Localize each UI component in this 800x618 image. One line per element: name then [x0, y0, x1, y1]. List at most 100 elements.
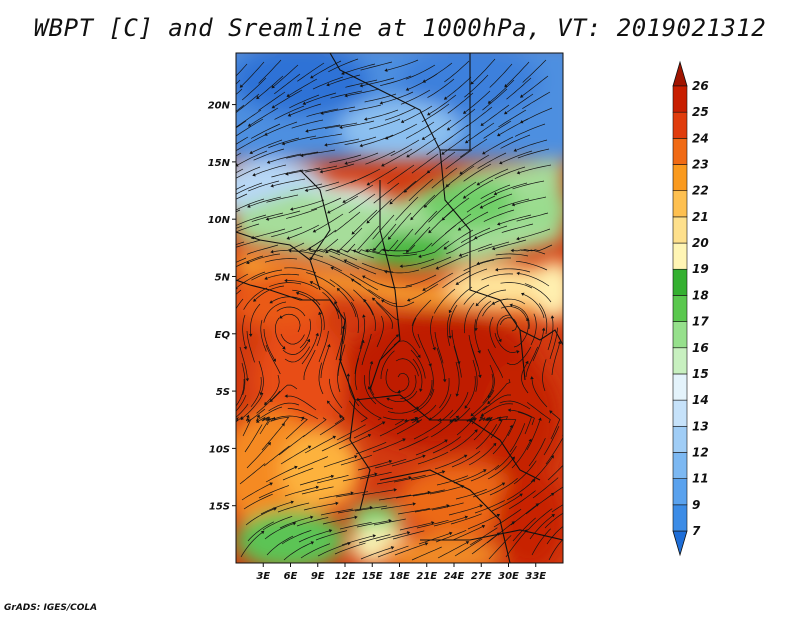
colorbar-bottom-arrow — [672, 530, 688, 557]
streamline — [521, 244, 553, 252]
streamline — [515, 260, 548, 271]
country-borders — [236, 53, 563, 563]
streamline-arrow — [511, 202, 515, 207]
streamline — [281, 313, 301, 333]
colorbar-swatch — [672, 321, 688, 349]
streamline-arrow — [550, 492, 555, 496]
streamline — [246, 330, 255, 363]
streamline — [446, 313, 451, 346]
streamline — [240, 532, 263, 558]
streamline — [316, 314, 323, 347]
streamline — [346, 260, 377, 275]
streamline-arrow — [483, 469, 487, 473]
streamline-arrow — [419, 388, 423, 392]
streamline — [527, 508, 553, 531]
streamline-arrow — [567, 532, 570, 535]
streamline — [299, 318, 311, 349]
streamline — [280, 446, 309, 465]
streamline — [361, 333, 372, 366]
streamline-arrow — [239, 84, 244, 88]
streamline-arrow — [445, 183, 449, 187]
streamline-arrow — [218, 153, 222, 156]
lon-tick-label: 9E — [311, 571, 325, 582]
streamline-arrow — [528, 438, 532, 443]
streamline — [384, 253, 418, 257]
streamline — [403, 105, 433, 122]
streamline — [268, 137, 300, 149]
streamline-arrow — [245, 378, 250, 382]
streamline — [493, 508, 522, 528]
streamline — [431, 167, 458, 189]
streamline-arrow — [310, 515, 314, 520]
colorbar: 7 9 11 12 13 14 15 16 17 18 19 20 21 22 23 24 25 26 — [672, 60, 709, 557]
streamline — [310, 249, 341, 256]
streamline — [243, 287, 268, 310]
streamline — [335, 491, 369, 498]
streamline-arrow — [406, 531, 411, 535]
streamline-arrow — [220, 315, 223, 318]
colorbar-swatch — [672, 268, 688, 296]
streamline — [236, 273, 249, 282]
streamline — [373, 182, 400, 204]
colorbar-label: 11 — [692, 472, 709, 486]
colorbar-label: 21 — [692, 210, 709, 224]
streamline-arrow — [516, 271, 520, 276]
streamline-arrow — [290, 500, 294, 504]
streamline-arrow — [359, 143, 363, 148]
streamline-arrow — [406, 154, 410, 158]
streamline-arrow — [480, 122, 484, 126]
colorbar-swatch — [672, 452, 688, 479]
streamline — [253, 228, 286, 238]
colorbar-label: 22 — [692, 184, 709, 198]
streamline — [248, 180, 280, 192]
streamline — [359, 317, 366, 350]
streamline — [519, 164, 552, 173]
streamline-arrow — [273, 507, 277, 511]
streamline — [347, 88, 380, 97]
streamline — [524, 283, 552, 303]
streamline — [320, 508, 353, 516]
streamline — [476, 225, 508, 238]
streamline — [236, 109, 262, 128]
streamline — [455, 488, 487, 500]
streamline-arrow — [372, 534, 376, 538]
streamline — [436, 347, 446, 380]
streamline — [274, 105, 305, 120]
streamline — [415, 440, 446, 456]
streamline — [405, 169, 432, 191]
streamline-arrow — [320, 111, 324, 115]
streamline — [255, 406, 283, 422]
streamline — [368, 363, 375, 396]
streamline — [256, 390, 281, 414]
streamline — [360, 547, 392, 560]
streamline-arrow — [304, 188, 309, 192]
streamline — [522, 91, 551, 109]
streamline — [258, 91, 286, 111]
streamline — [431, 224, 457, 247]
streamline — [300, 543, 331, 559]
streamline — [464, 74, 489, 98]
streamline — [439, 377, 450, 409]
streamline — [380, 350, 395, 380]
streamline — [356, 520, 389, 528]
colorbar-label: 19 — [692, 262, 709, 276]
streamline — [449, 181, 477, 202]
streamline — [361, 489, 395, 496]
streamline — [349, 400, 368, 423]
streamline-arrow — [286, 93, 290, 97]
streamline — [442, 270, 471, 289]
streamline — [241, 483, 271, 501]
streamline-arrow — [428, 229, 432, 234]
streamline — [393, 474, 426, 483]
lat-tick-label: 5S — [216, 387, 230, 398]
streamline — [456, 407, 471, 421]
streamline-arrow — [319, 169, 323, 174]
streamline — [506, 480, 534, 501]
streamline — [258, 59, 282, 84]
streamline — [388, 390, 418, 403]
streamline — [522, 59, 547, 83]
streamline — [349, 104, 382, 112]
lon-tick-label: 6E — [284, 571, 298, 582]
streamline-arrow — [422, 454, 426, 458]
streamline — [447, 165, 475, 186]
